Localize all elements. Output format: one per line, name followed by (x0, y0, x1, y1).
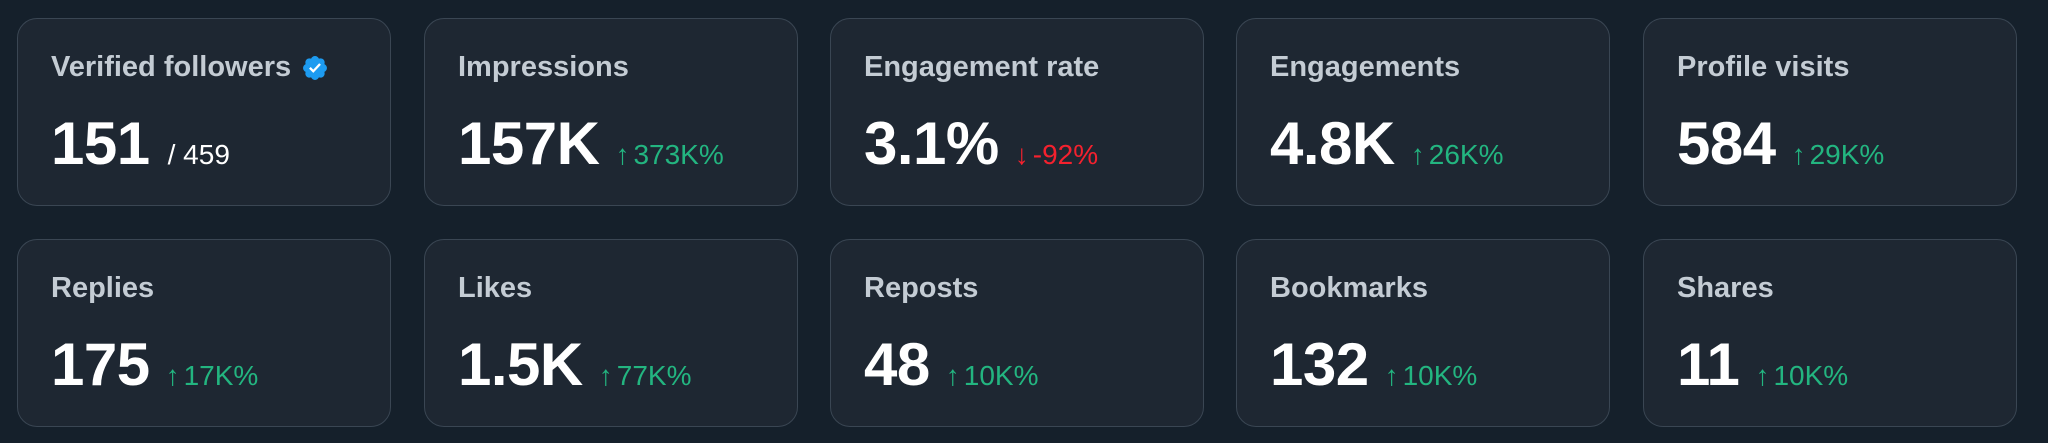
metric-change: ↑ 29K% (1792, 139, 1885, 171)
metric-value: 3.1% (864, 110, 999, 177)
change-value: 26K% (1428, 139, 1504, 170)
change-value: 77K% (616, 360, 692, 391)
card-label: Verified followers (51, 51, 329, 84)
metric-change: ↑ 10K% (946, 360, 1039, 392)
metric-value: 11 (1677, 331, 1740, 398)
metric-value: 48 (864, 331, 930, 398)
metric-value: 175 (51, 331, 150, 398)
card-label: Shares (1677, 272, 1774, 304)
metric-change: ↑ 373K% (615, 139, 723, 171)
metric-change: ↑ 10K% (1755, 360, 1848, 392)
card-engagements: Engagements 4.8K ↑ 26K% (1236, 18, 1610, 206)
verified-badge-icon (303, 55, 328, 80)
value-row: 4.8K ↑ 26K% (1270, 109, 1503, 178)
arrow-up-icon: ↑ (1755, 360, 1770, 391)
arrow-up-icon: ↑ (598, 360, 613, 391)
card-label-text: Verified followers (51, 51, 292, 83)
arrow-up-icon: ↑ (165, 360, 180, 391)
metric-value: 157K (458, 110, 600, 177)
arrow-up-icon: ↑ (1791, 139, 1806, 170)
card-reposts: Reposts 48 ↑ 10K% (830, 239, 1204, 427)
value-row: 151 / 459 (51, 109, 230, 178)
change-value: 29K% (1809, 139, 1885, 170)
arrow-up-icon: ↑ (1384, 360, 1399, 391)
card-label: Engagements (1270, 51, 1461, 83)
metric-total: / 459 (167, 139, 230, 170)
card-label: Likes (458, 272, 533, 304)
card-verified-followers: Verified followers 151 / 459 (17, 18, 391, 206)
value-row: 584 ↑ 29K% (1677, 109, 1884, 178)
card-replies: Replies 175 ↑ 17K% (17, 239, 391, 427)
arrow-down-icon: ↓ (1014, 139, 1029, 170)
card-label: Replies (51, 272, 155, 304)
value-row: 157K ↑ 373K% (458, 109, 724, 178)
change-value: 17K% (183, 360, 259, 391)
arrow-up-icon: ↑ (945, 360, 960, 391)
card-profile-visits: Profile visits 584 ↑ 29K% (1643, 18, 2017, 206)
change-value: 10K% (963, 360, 1039, 391)
change-value: 10K% (1402, 360, 1478, 391)
metric-change: ↓ -92% (1015, 139, 1098, 171)
metric-change: ↑ 10K% (1385, 360, 1478, 392)
card-shares: Shares 11 ↑ 10K% (1643, 239, 2017, 427)
change-value: 373K% (633, 139, 724, 170)
metric-change: ↑ 26K% (1411, 139, 1504, 171)
metric-value: 151 (51, 110, 150, 177)
card-bookmarks: Bookmarks 132 ↑ 10K% (1236, 239, 1610, 427)
card-likes: Likes 1.5K ↑ 77K% (424, 239, 798, 427)
value-row: 175 ↑ 17K% (51, 330, 258, 399)
value-row: 3.1% ↓ -92% (864, 109, 1098, 178)
card-impressions: Impressions 157K ↑ 373K% (424, 18, 798, 206)
card-label: Profile visits (1677, 51, 1850, 83)
value-row: 11 ↑ 10K% (1677, 330, 1848, 399)
metric-change: ↑ 77K% (599, 360, 692, 392)
value-row: 1.5K ↑ 77K% (458, 330, 691, 399)
metric-value: 584 (1677, 110, 1776, 177)
metric-value: 4.8K (1270, 110, 1395, 177)
metric-value: 1.5K (458, 331, 583, 398)
value-row: 132 ↑ 10K% (1270, 330, 1477, 399)
card-engagement-rate: Engagement rate 3.1% ↓ -92% (830, 18, 1204, 206)
card-label: Reposts (864, 272, 979, 304)
card-label: Bookmarks (1270, 272, 1428, 304)
change-value: -92% (1032, 139, 1099, 170)
metric-value: 132 (1270, 331, 1369, 398)
value-row: 48 ↑ 10K% (864, 330, 1038, 399)
arrow-up-icon: ↑ (1410, 139, 1425, 170)
arrow-up-icon: ↑ (615, 139, 630, 170)
card-label: Impressions (458, 51, 629, 83)
card-label: Engagement rate (864, 51, 1100, 83)
metric-change: ↑ 17K% (166, 360, 259, 392)
change-value: 10K% (1773, 360, 1849, 391)
